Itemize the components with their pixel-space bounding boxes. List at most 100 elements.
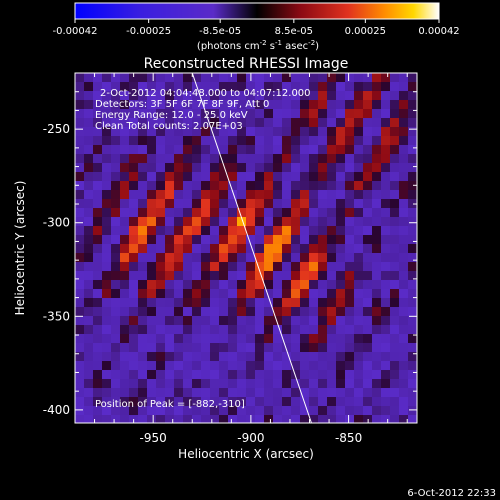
- heatmap-cell: [147, 190, 157, 200]
- heatmap-cell: [345, 181, 355, 191]
- heatmap-cell: [354, 388, 364, 398]
- heatmap-cell: [309, 361, 319, 371]
- heatmap-cell: [291, 127, 301, 137]
- heatmap-cell: [84, 298, 94, 308]
- heatmap-cell: [102, 217, 112, 227]
- heatmap-cell: [291, 136, 301, 146]
- heatmap-cell: [93, 145, 103, 155]
- heatmap-cell: [75, 109, 85, 119]
- heatmap-cell: [183, 244, 193, 254]
- heatmap-cell: [246, 127, 256, 137]
- heatmap-cell: [219, 388, 229, 398]
- heatmap-cell: [120, 262, 130, 272]
- heatmap-cell: [255, 217, 265, 227]
- heatmap-cell: [282, 262, 292, 272]
- heatmap-cell: [111, 361, 121, 371]
- heatmap-cell: [399, 73, 409, 83]
- heatmap-cell: [255, 118, 265, 128]
- heatmap-cell: [327, 253, 337, 263]
- heatmap-cell: [300, 73, 310, 83]
- heatmap-cell: [201, 226, 211, 236]
- heatmap-cell: [228, 280, 238, 290]
- heatmap-cell: [183, 154, 193, 164]
- heatmap-cell: [246, 325, 256, 335]
- heatmap-cell: [75, 415, 85, 423]
- heatmap-cell: [390, 271, 400, 281]
- heatmap-cell: [111, 136, 121, 146]
- heatmap-cell: [237, 316, 247, 326]
- heatmap-cell: [75, 298, 85, 308]
- heatmap-cell: [174, 136, 184, 146]
- heatmap-cell: [246, 208, 256, 218]
- heatmap-cell: [192, 190, 202, 200]
- heatmap-cell: [147, 388, 157, 398]
- heatmap-cell: [165, 172, 175, 182]
- heatmap-cell: [93, 361, 103, 371]
- heatmap-cell: [408, 226, 417, 236]
- heatmap-cell: [201, 316, 211, 326]
- heatmap-cell: [354, 334, 364, 344]
- heatmap-cell: [75, 316, 85, 326]
- heatmap-cell: [399, 100, 409, 110]
- heatmap-cell: [102, 127, 112, 137]
- heatmap-cell: [210, 406, 220, 416]
- heatmap-cell: [228, 217, 238, 227]
- heatmap-cell: [390, 379, 400, 389]
- heatmap-cell: [354, 100, 364, 110]
- heatmap-cell: [219, 334, 229, 344]
- heatmap-cell: [399, 415, 409, 423]
- heatmap-cell: [273, 217, 283, 227]
- heatmap-cell: [363, 343, 373, 353]
- heatmap-cell: [84, 190, 94, 200]
- heatmap-cell: [273, 325, 283, 335]
- heatmap-cell: [102, 352, 112, 362]
- heatmap-cell: [363, 406, 373, 416]
- heatmap-cell: [174, 109, 184, 119]
- heatmap-cell: [354, 415, 364, 423]
- heatmap-cell: [192, 397, 202, 407]
- heatmap-cell: [75, 163, 85, 173]
- heatmap-cell: [93, 343, 103, 353]
- heatmap-cell: [381, 127, 391, 137]
- heatmap-cell: [192, 370, 202, 380]
- heatmap-cell: [102, 181, 112, 191]
- heatmap-cell: [363, 154, 373, 164]
- heatmap-cell: [372, 397, 382, 407]
- heatmap-cell: [363, 82, 373, 92]
- heatmap-cell: [264, 109, 274, 119]
- heatmap-cell: [246, 136, 256, 146]
- heatmap-cell: [264, 415, 274, 423]
- heatmap-cell: [246, 217, 256, 227]
- heatmap-cell: [273, 361, 283, 371]
- heatmap-cell: [327, 343, 337, 353]
- heatmap-cell: [381, 280, 391, 290]
- heatmap-cell: [327, 334, 337, 344]
- heatmap-cell: [138, 235, 148, 245]
- heatmap-cell: [120, 163, 130, 173]
- heatmap-cell: [129, 226, 139, 236]
- heatmap-cell: [282, 235, 292, 245]
- heatmap-cell: [111, 163, 121, 173]
- heatmap-cell: [336, 361, 346, 371]
- heatmap-cell: [336, 208, 346, 218]
- heatmap-cell: [363, 100, 373, 110]
- heatmap-cell: [75, 91, 85, 101]
- heatmap-cell: [345, 361, 355, 371]
- heatmap-cell: [318, 370, 328, 380]
- heatmap-cell: [219, 163, 229, 173]
- heatmap-cell: [390, 253, 400, 263]
- heatmap-cell: [399, 145, 409, 155]
- heatmap-cell: [111, 397, 121, 407]
- heatmap-cell: [201, 163, 211, 173]
- heatmap-cell: [201, 190, 211, 200]
- heatmap-cell: [264, 91, 274, 101]
- heatmap-cell: [372, 181, 382, 191]
- heatmap-cell: [255, 307, 265, 317]
- heatmap-cell: [255, 298, 265, 308]
- heatmap-cell: [318, 109, 328, 119]
- heatmap-cell: [228, 289, 238, 299]
- heatmap-cell: [111, 280, 121, 290]
- heatmap-cell: [372, 370, 382, 380]
- heatmap-cell: [183, 181, 193, 191]
- heatmap-cell: [237, 73, 247, 83]
